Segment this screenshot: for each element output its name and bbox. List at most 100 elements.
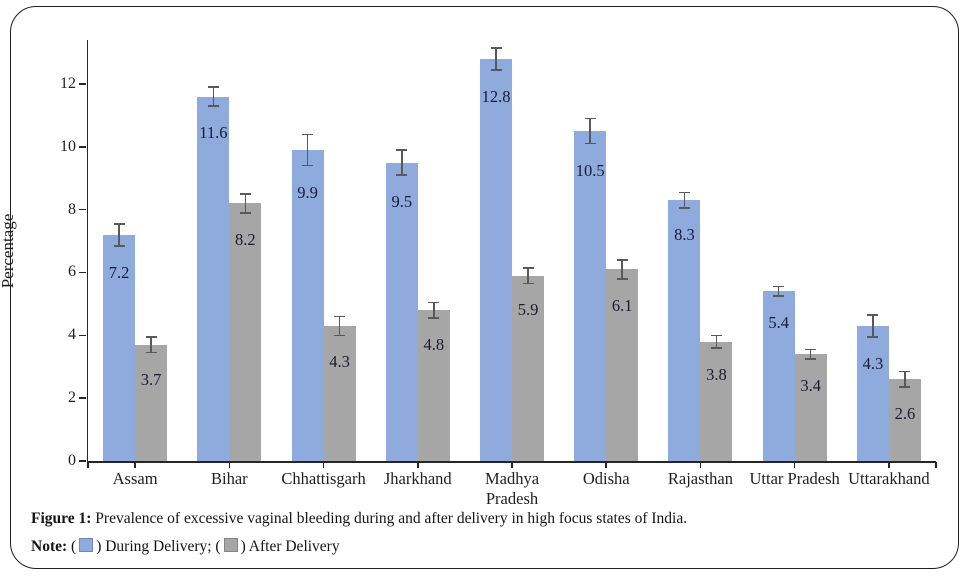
error-bar xyxy=(683,192,686,209)
error-bar-cap-bottom xyxy=(334,334,346,337)
figure-note-label: Note: xyxy=(31,538,68,555)
bar-value-label: 9.9 xyxy=(297,182,318,202)
bar-value-label: 8.3 xyxy=(674,225,695,245)
bar-during-delivery-madhya-pradesh xyxy=(480,58,512,461)
x-category-label-uttarakhand: Uttarakhand xyxy=(848,469,930,488)
bar-value-label: 9.5 xyxy=(391,192,413,212)
error-bar xyxy=(338,316,341,336)
y-tick-label: 10 xyxy=(60,137,76,155)
bar-during-delivery-uttarakhand xyxy=(856,325,889,461)
bar-during-delivery-odisha xyxy=(574,131,607,461)
y-axis-line xyxy=(86,40,88,461)
legend-swatch-during-delivery xyxy=(79,538,94,552)
bar-value-label: 3.4 xyxy=(800,375,821,395)
error-bar-cap-top xyxy=(522,267,534,269)
error-bar-cap-bottom xyxy=(899,386,911,388)
bar-after-delivery-rajasthan xyxy=(700,341,733,461)
y-tick-label: 4 xyxy=(68,326,76,344)
error-bar xyxy=(777,286,780,297)
bar-value-label: 4.3 xyxy=(329,352,350,372)
error-bar-cap-top xyxy=(302,133,314,135)
figure-note: Note: () During Delivery; () After Deliv… xyxy=(31,537,941,556)
figure-caption-label: Figure 1: xyxy=(31,510,92,527)
error-bar xyxy=(401,149,403,176)
bar-after-delivery-chhattisgarh xyxy=(323,325,356,461)
bar-during-delivery-rajasthan xyxy=(668,200,701,461)
error-bar-cap-top xyxy=(145,336,157,338)
error-bar-cap-top xyxy=(239,193,251,195)
y-tick-label: 2 xyxy=(68,389,76,407)
bar-during-delivery-chhattisgarh xyxy=(291,149,324,461)
error-bar-cap-top xyxy=(678,191,690,194)
error-bar xyxy=(212,87,215,106)
error-bar-cap-bottom xyxy=(805,358,817,360)
error-bar-cap-top xyxy=(899,370,911,373)
x-category-label-chhattisgarh: Chhattisgarh xyxy=(281,469,366,488)
error-bar xyxy=(495,47,497,70)
error-bar-cap-bottom xyxy=(773,295,785,297)
error-bar xyxy=(809,349,812,359)
bar-after-delivery-assam xyxy=(135,344,168,461)
error-bar-cap-bottom xyxy=(239,212,251,214)
error-bar-cap-top xyxy=(490,47,502,49)
bar-value-label: 7.2 xyxy=(108,262,130,282)
y-tick-mark xyxy=(79,460,86,462)
error-bar-cap-bottom xyxy=(710,347,722,349)
error-bar-cap-top xyxy=(113,223,125,225)
y-axis-title: Percentage xyxy=(0,213,17,289)
x-tick-mark xyxy=(228,462,231,468)
error-bar-cap-top xyxy=(584,117,596,120)
bar-value-label: 4.3 xyxy=(862,353,884,373)
error-bar-cap-top xyxy=(428,301,440,304)
y-tick-label: 6 xyxy=(68,263,76,281)
error-bar-cap-bottom xyxy=(145,351,157,354)
y-tick-label: 12 xyxy=(60,74,76,92)
y-tick-label: 0 xyxy=(68,452,76,469)
x-tick-mark xyxy=(134,462,136,468)
error-bar-cap-bottom xyxy=(584,142,596,145)
error-bar xyxy=(621,259,623,279)
error-bar-cap-top xyxy=(334,315,346,318)
error-bar-cap-top xyxy=(805,348,817,351)
bar-value-label: 8.2 xyxy=(235,229,256,249)
x-category-label-odisha: Odisha xyxy=(582,469,630,488)
x-category-label-uttar-pradesh: Uttar Pradesh xyxy=(749,469,840,488)
error-bar-cap-bottom xyxy=(207,105,219,107)
error-bar xyxy=(433,302,435,319)
y-tick-mark xyxy=(79,208,86,211)
x-tick-mark xyxy=(699,462,702,468)
figure-caption-text: Prevalence of excessive vaginal bleeding… xyxy=(95,510,688,527)
error-bar-cap-top xyxy=(710,334,722,337)
bar-during-delivery-jharkhand xyxy=(385,162,418,461)
error-bar xyxy=(150,336,152,353)
x-category-label-jharkhand: Jharkhand xyxy=(383,469,452,488)
error-bar xyxy=(118,223,120,246)
error-bar xyxy=(527,267,529,284)
figure-note-text: () During Delivery; () After Delivery xyxy=(71,538,340,555)
x-axis-line xyxy=(86,461,936,463)
error-bar xyxy=(715,335,718,348)
x-axis-end-tick xyxy=(87,462,89,468)
y-tick-label: 8 xyxy=(68,200,76,218)
y-tick-mark xyxy=(79,146,86,148)
bar-after-delivery-madhya-pradesh xyxy=(512,275,544,461)
bar-value-label: 12.8 xyxy=(481,86,511,106)
x-tick-mark xyxy=(888,462,890,468)
figure-caption: Figure 1: Prevalence of excessive vagina… xyxy=(31,509,941,528)
figure-border xyxy=(10,6,959,569)
x-tick-mark xyxy=(322,462,325,468)
error-bar-cap-bottom xyxy=(113,245,125,247)
bar-after-delivery-uttarakhand xyxy=(888,379,921,461)
x-tick-mark xyxy=(605,462,607,468)
y-tick-mark xyxy=(79,397,86,399)
y-tick-mark xyxy=(79,83,86,85)
y-tick-mark xyxy=(79,334,86,337)
error-bar xyxy=(872,314,874,337)
bar-value-label: 11.6 xyxy=(199,122,228,142)
error-bar-cap-bottom xyxy=(616,278,628,280)
bar-value-label: 6.1 xyxy=(611,295,633,315)
error-bar xyxy=(904,371,906,388)
bar-after-delivery-uttar-pradesh xyxy=(794,354,827,461)
